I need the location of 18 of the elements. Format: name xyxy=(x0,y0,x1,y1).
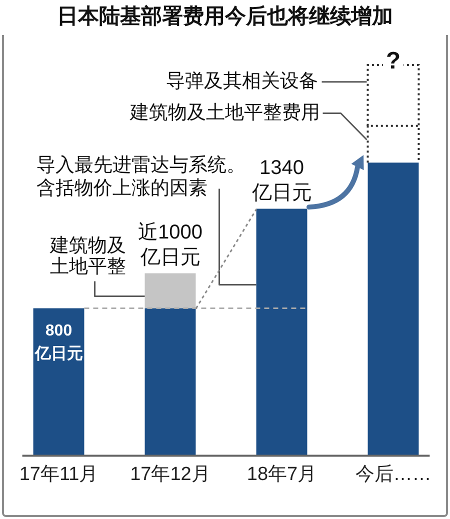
x-tick-label: 今后…… xyxy=(355,464,432,485)
bar xyxy=(144,273,196,308)
text: 建筑物及土地平整费用 xyxy=(128,102,320,124)
text: 导弹及其相关设备 xyxy=(166,71,318,92)
annotation: 导入最先进雷达与系统。含括物价上涨的因素 xyxy=(36,154,246,199)
chart-title: 日本陆基部署费用今后也将继续增加 xyxy=(57,4,393,30)
data-label: 近1000亿日元 xyxy=(138,221,202,268)
data-label: ? xyxy=(386,48,401,75)
bar xyxy=(368,162,419,456)
x-tick-label: 18年7月 xyxy=(246,464,317,485)
series-label: 建筑物及土地平整 xyxy=(48,235,126,278)
bar xyxy=(256,208,308,456)
x-tick-label: 17年11月 xyxy=(19,464,98,485)
data-label: 1340亿日元 xyxy=(250,156,312,204)
bar xyxy=(144,308,196,456)
bar xyxy=(33,308,84,456)
x-tick-label: 17年12月 xyxy=(130,464,210,485)
data-label: 800亿日元 xyxy=(34,322,83,363)
